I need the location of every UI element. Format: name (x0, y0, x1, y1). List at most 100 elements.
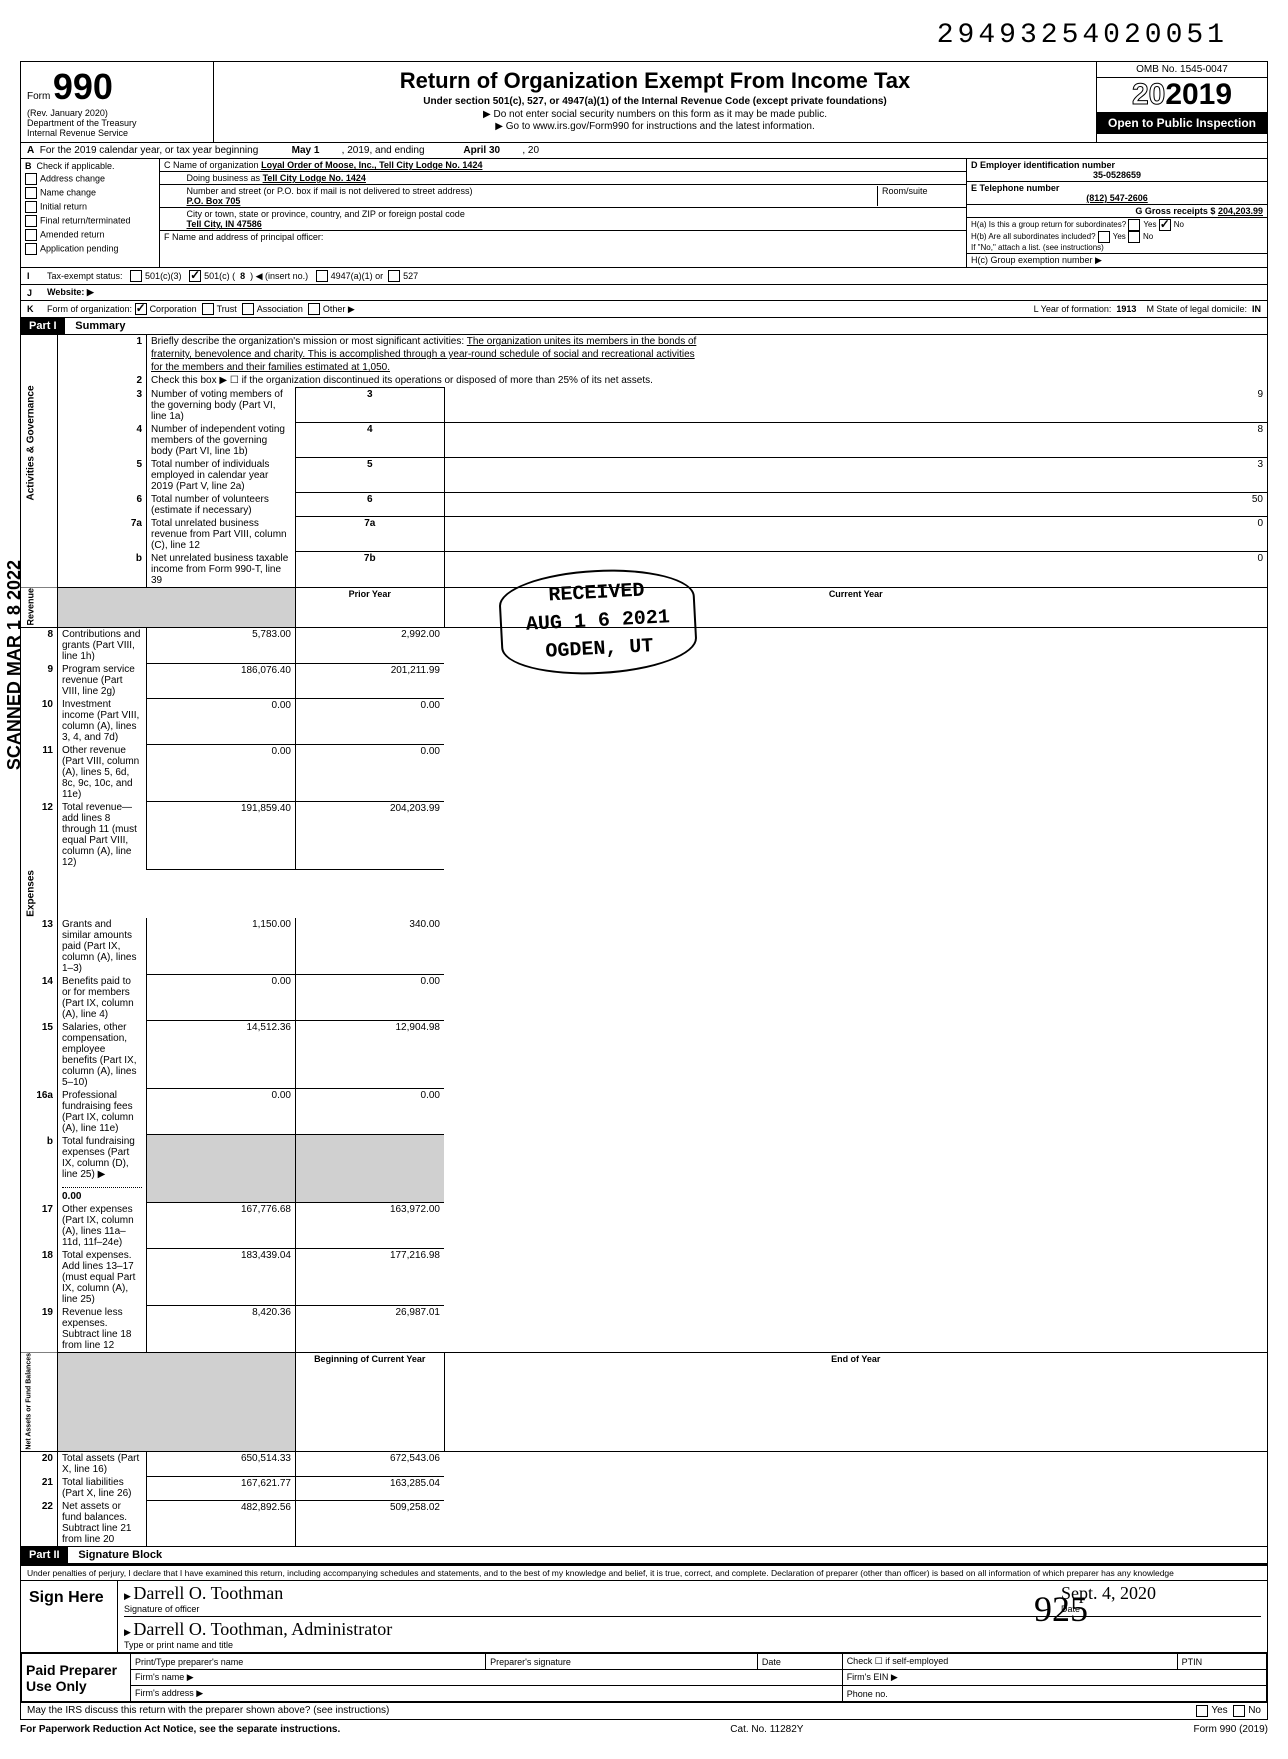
line-prior: 186,076.40 (147, 663, 296, 698)
ha-no[interactable] (1159, 219, 1171, 231)
checkbox[interactable] (25, 215, 37, 227)
line-prior: 482,892.56 (147, 1500, 296, 1547)
firm-addr: Firm's address ▶ (131, 1686, 843, 1702)
i-501c[interactable] (189, 270, 201, 282)
k-opt1: Trust (217, 304, 237, 314)
i-4947[interactable] (316, 270, 328, 282)
side-net: Net Assets or Fund Balances (21, 1352, 58, 1452)
street: P.O. Box 705 (187, 196, 241, 206)
discuss-text: May the IRS discuss this return with the… (27, 1705, 1196, 1717)
entity-right: D Employer identification number 35-0528… (966, 159, 1267, 267)
mission3: for the members and their families estim… (151, 362, 390, 373)
paid-preparer-table: Paid Preparer Use Only Print/Type prepar… (21, 1653, 1267, 1702)
discuss-no[interactable] (1233, 1705, 1245, 1717)
street-label: Number and street (or P.O. box if mail i… (187, 186, 473, 196)
line4: Number of independent voting members of … (147, 423, 296, 458)
discuss-yes[interactable] (1196, 1705, 1208, 1717)
k-statelabel: M State of legal domicile: (1146, 304, 1247, 314)
row-a-begin: May 1 (292, 145, 320, 156)
k-other[interactable] (308, 303, 320, 315)
line-prior: 167,776.68 (147, 1203, 296, 1249)
entity-block: B Check if applicable. Address changeNam… (20, 159, 1268, 268)
line-num: 14 (21, 975, 58, 1021)
ha-label: H(a) Is this a group return for subordin… (971, 220, 1126, 229)
form-header-right: OMB No. 1545-0047 202019 Open to Public … (1096, 62, 1267, 142)
line-current: 0.00 (296, 1089, 445, 1135)
city-label: City or town, state or province, country… (187, 209, 465, 219)
line-prior: 5,783.00 (147, 628, 296, 664)
line-prior: 1,150.00 (147, 918, 296, 975)
ptin-label: PTIN (1177, 1654, 1266, 1670)
i-527[interactable] (388, 270, 400, 282)
form-header: Form 990 (Rev. January 2020) Department … (20, 61, 1268, 143)
row-a-mid: , 2019, and ending (342, 145, 425, 156)
line-prior (147, 1135, 296, 1203)
line-current: 26,987.01 (296, 1306, 445, 1353)
city: Tell City, IN 47586 (187, 219, 262, 229)
hb-no[interactable] (1128, 231, 1140, 243)
part2-bar: Part II Signature Block (20, 1547, 1268, 1564)
k-trust[interactable] (202, 303, 214, 315)
tax-year: 202019 (1097, 78, 1267, 112)
side-gov: Activities & Governance (21, 335, 58, 552)
prior-year-label: Prior Year (296, 587, 445, 628)
dln-number: 29493254020051 (20, 20, 1268, 51)
line7a: Total unrelated business revenue from Pa… (147, 517, 296, 552)
form-footer: Form 990 (2019) (1194, 1724, 1268, 1735)
d-ein: 35-0528659 (971, 170, 1263, 180)
line-text: Other revenue (Part VIII, column (A), li… (58, 744, 147, 801)
checkbox[interactable] (25, 201, 37, 213)
j-label: J (27, 288, 47, 298)
part2-header: Part II (21, 1547, 68, 1563)
line-current: 201,211.99 (296, 663, 445, 698)
line-num: 20 (21, 1452, 58, 1477)
summary-table: Activities & Governance 1 Briefly descri… (20, 335, 1268, 1547)
checkbox[interactable] (25, 243, 37, 255)
checkbox[interactable] (25, 229, 37, 241)
row-a-end: April 30 (463, 145, 500, 156)
checkbox[interactable] (25, 187, 37, 199)
line-current: 672,543.06 (296, 1452, 445, 1477)
line-current: 177,216.98 (296, 1249, 445, 1306)
line-prior: 0.00 (147, 1089, 296, 1135)
form-note1: ▶ Do not enter social security numbers o… (218, 109, 1092, 120)
line-current: 204,203.99 (296, 801, 445, 869)
line-prior: 167,621.77 (147, 1476, 296, 1500)
form-title: Return of Organization Exempt From Incom… (218, 68, 1092, 94)
row-i: I Tax-exempt status: 501(c)(3) 501(c) ( … (20, 268, 1268, 285)
checkbox[interactable] (25, 173, 37, 185)
i-501c3[interactable] (130, 270, 142, 282)
line-num: 9 (21, 663, 58, 698)
side-exp: Expenses (21, 869, 58, 918)
mission2: fraternity, benevolence and charity. Thi… (151, 349, 695, 360)
i-opt4: 4947(a)(1) or (331, 271, 384, 281)
k-opt3: Other ▶ (323, 304, 355, 315)
hb-yes[interactable] (1098, 231, 1110, 243)
i-opt0: 501(c)(3) (145, 271, 182, 281)
line-num: 12 (21, 801, 58, 869)
line-prior: 0.00 (147, 975, 296, 1021)
k-assoc[interactable] (242, 303, 254, 315)
line-text: Program service revenue (Part VIII, line… (58, 663, 147, 698)
firm-name: Firm's name ▶ (131, 1670, 843, 1686)
v3: 9 (444, 388, 1268, 423)
part1-header: Part I (21, 318, 65, 334)
k-corp[interactable] (135, 303, 147, 315)
v5: 3 (444, 458, 1268, 493)
sig-name-label: Type or print name and title (124, 1640, 233, 1650)
line-text: Revenue less expenses. Subtract line 18 … (58, 1306, 147, 1353)
line-text: Total assets (Part X, line 16) (58, 1452, 147, 1477)
firm-ein: Firm's EIN ▶ (842, 1670, 1266, 1686)
i-label: I (27, 271, 47, 281)
dba: Tell City Lodge No. 1424 (263, 173, 366, 183)
line-current: 12,904.98 (296, 1021, 445, 1089)
form-note2: ▶ Go to www.irs.gov/Form990 for instruct… (218, 121, 1092, 132)
line7b: Net unrelated business taxable income fr… (147, 552, 296, 588)
ha-yes[interactable] (1128, 219, 1140, 231)
boy-label: Beginning of Current Year (296, 1352, 445, 1452)
form-subtitle: Under section 501(c), 527, or 4947(a)(1)… (218, 96, 1092, 107)
line-current: 0.00 (296, 698, 445, 744)
form-number: 990 (53, 66, 113, 107)
line-num: 19 (21, 1306, 58, 1353)
prep-date-label: Date (757, 1654, 842, 1670)
